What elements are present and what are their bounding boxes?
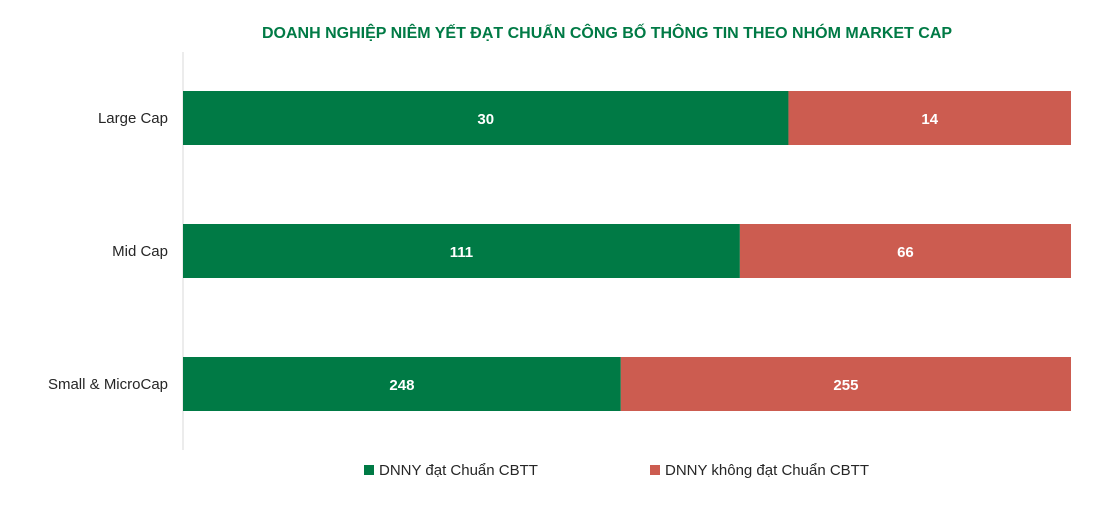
chart-title: DOANH NGHIỆP NIÊM YẾT ĐẠT CHUẨN CÔNG BỐ … <box>262 22 952 42</box>
bar-segment-dat-chuan <box>183 357 621 411</box>
category-label: Mid Cap <box>112 243 168 260</box>
data-label: 248 <box>389 377 414 394</box>
legend: DNNY đạt Chuẩn CBTT DNNY không đạt Chuẩn … <box>364 462 869 479</box>
category-label: Small & MicroCap <box>48 376 168 393</box>
bar-segment-khong-dat-chuan <box>739 224 1071 278</box>
data-label: 14 <box>921 111 938 128</box>
category-label: Large Cap <box>98 110 168 127</box>
legend-label: DNNY đạt Chuẩn CBTT <box>379 462 538 479</box>
data-label: 255 <box>833 377 858 394</box>
legend-swatch <box>364 465 374 475</box>
data-label: 30 <box>477 111 494 128</box>
bar-segment-dat-chuan <box>183 91 789 145</box>
bar-segment-khong-dat-chuan <box>788 91 1071 145</box>
data-label: 111 <box>450 244 473 261</box>
bar-segment-khong-dat-chuan <box>620 357 1071 411</box>
data-label: 66 <box>897 244 914 261</box>
bar-segment-dat-chuan <box>183 224 740 278</box>
legend-swatch <box>650 465 660 475</box>
legend-label: DNNY không đạt Chuẩn CBTT <box>665 462 869 479</box>
bars-layer: Large Cap 30 14 Mid Cap 111 66 Small & MicroCa… <box>48 91 1071 411</box>
